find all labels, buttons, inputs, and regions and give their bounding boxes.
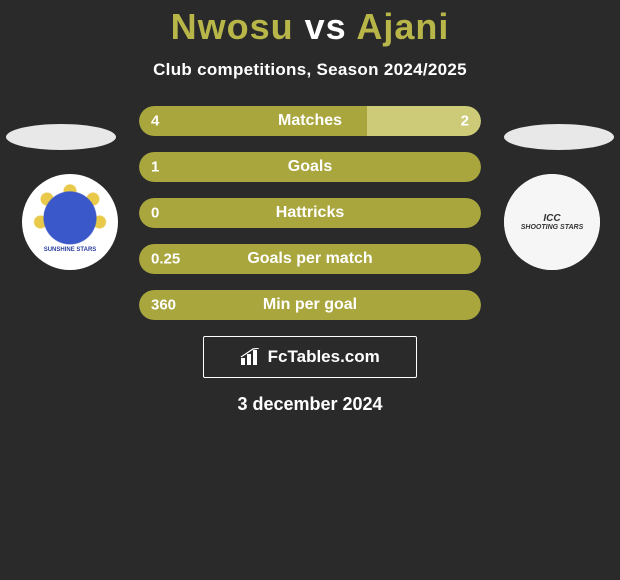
stat-bars: 4 2 Matches 1 Goals 0 Hattricks 0.25 Goals per m… xyxy=(139,106,481,320)
subtitle: Club competitions, Season 2024/2025 xyxy=(0,60,620,80)
bar-value-right: 2 xyxy=(461,113,469,130)
player1-name: Nwosu xyxy=(171,6,294,47)
bar-value-left: 360 xyxy=(151,297,176,314)
club-badge-right: ICCSHOOTING STARS xyxy=(504,174,600,270)
club-right-line2: SHOOTING STARS xyxy=(521,224,583,231)
bar-label: Goals per match xyxy=(247,250,372,268)
vs-label: vs xyxy=(305,6,347,47)
brand-box: FcTables.com xyxy=(203,336,417,378)
bar-chart-icon xyxy=(240,348,262,366)
date-label: 3 december 2024 xyxy=(0,394,620,415)
bar-value-left: 4 xyxy=(151,113,159,130)
bar-label: Goals xyxy=(288,158,332,176)
player-disc-left xyxy=(6,124,116,150)
bar-value-left: 0 xyxy=(151,205,159,222)
bar-value-left: 1 xyxy=(151,159,159,176)
bar-label: Min per goal xyxy=(263,296,357,314)
player-disc-right xyxy=(504,124,614,150)
stat-bar: 0 Hattricks xyxy=(139,198,481,228)
player2-name: Ajani xyxy=(356,6,449,47)
club-left-banner: SUNSHINE STARS xyxy=(44,247,97,253)
club-right-text: ICCSHOOTING STARS xyxy=(521,214,583,231)
bar-value-left: 0.25 xyxy=(151,251,180,268)
bar-label: Hattricks xyxy=(276,204,344,222)
bar-label: Matches xyxy=(278,112,342,130)
club-badge-left: SUNSHINE STARS xyxy=(22,174,118,270)
stat-bar: 0.25 Goals per match xyxy=(139,244,481,274)
club-badge-right-art: ICCSHOOTING STARS xyxy=(504,174,600,270)
club-right-line1: ICC xyxy=(543,213,560,224)
comparison-title: Nwosu vs Ajani xyxy=(0,0,620,48)
brand-text: FcTables.com xyxy=(268,347,380,366)
stat-bar: 360 Min per goal xyxy=(139,290,481,320)
club-badge-left-art: SUNSHINE STARS xyxy=(29,181,111,263)
stat-bar: 4 2 Matches xyxy=(139,106,481,136)
stat-bar: 1 Goals xyxy=(139,152,481,182)
